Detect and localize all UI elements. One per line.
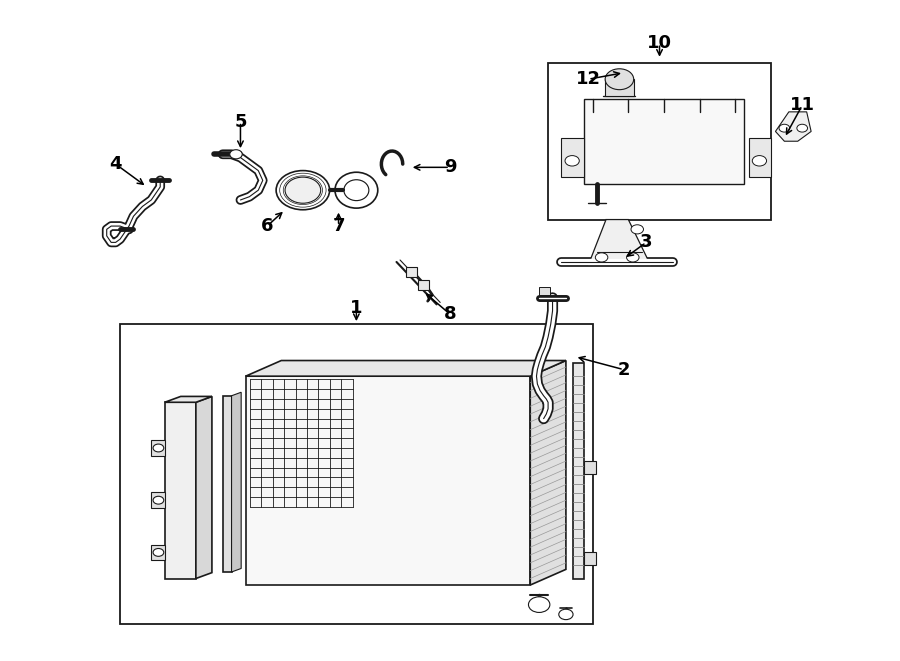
Text: 8: 8	[444, 305, 456, 323]
Text: 2: 2	[617, 361, 630, 379]
Bar	[418, 280, 428, 290]
Text: 1: 1	[350, 299, 363, 317]
Circle shape	[153, 444, 164, 452]
Bar	[548, 63, 771, 219]
Bar	[605, 79, 634, 96]
Circle shape	[528, 597, 550, 613]
Text: 9: 9	[444, 159, 456, 176]
Bar	[151, 545, 165, 561]
Circle shape	[230, 149, 242, 159]
Polygon shape	[222, 396, 231, 572]
Polygon shape	[165, 397, 211, 403]
Circle shape	[626, 253, 639, 262]
Text: 11: 11	[789, 97, 814, 114]
Circle shape	[559, 609, 573, 619]
Text: 4: 4	[110, 155, 122, 173]
Bar	[562, 138, 584, 177]
Circle shape	[285, 177, 320, 203]
Ellipse shape	[344, 180, 369, 201]
Polygon shape	[196, 397, 211, 578]
Bar	[120, 324, 593, 624]
Text: 10: 10	[647, 34, 672, 52]
Polygon shape	[530, 360, 566, 585]
Circle shape	[779, 124, 789, 132]
Circle shape	[153, 549, 164, 557]
Circle shape	[595, 253, 608, 262]
Ellipse shape	[335, 173, 378, 208]
Circle shape	[153, 496, 164, 504]
Polygon shape	[589, 219, 651, 265]
Polygon shape	[246, 376, 530, 585]
Bar	[539, 287, 550, 295]
Polygon shape	[246, 360, 566, 376]
Circle shape	[796, 124, 807, 132]
Circle shape	[631, 225, 644, 234]
Polygon shape	[231, 392, 241, 572]
Polygon shape	[165, 403, 196, 578]
Polygon shape	[776, 112, 811, 141]
Circle shape	[565, 155, 580, 166]
Bar	[749, 138, 771, 177]
Text: 3: 3	[640, 233, 652, 251]
Bar	[584, 461, 596, 474]
Circle shape	[605, 69, 634, 90]
Bar	[584, 553, 596, 565]
Polygon shape	[573, 363, 584, 578]
Polygon shape	[584, 98, 744, 184]
Bar	[151, 440, 165, 456]
Text: 5: 5	[234, 112, 247, 131]
Circle shape	[752, 155, 767, 166]
Text: 12: 12	[576, 70, 600, 88]
Text: 6: 6	[261, 217, 274, 235]
Circle shape	[276, 171, 329, 210]
Bar	[406, 266, 417, 277]
Text: 7: 7	[332, 217, 345, 235]
Bar	[151, 492, 165, 508]
